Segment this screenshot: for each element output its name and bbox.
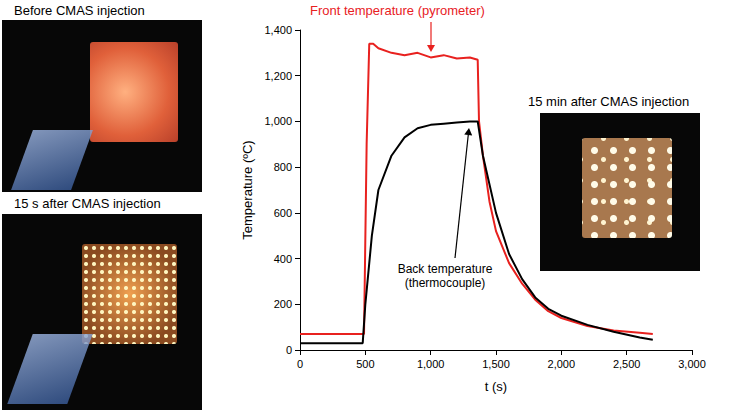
svg-text:1,200: 1,200 [264, 70, 292, 82]
svg-text:0: 0 [286, 344, 292, 356]
svg-text:Front temperature (pyrometer): Front temperature (pyrometer) [310, 3, 485, 18]
svg-text:600: 600 [274, 207, 292, 219]
svg-text:2,000: 2,000 [548, 358, 576, 370]
svg-text:t (s): t (s) [485, 379, 507, 394]
svg-text:1,000: 1,000 [417, 358, 445, 370]
svg-text:1,000: 1,000 [264, 115, 292, 127]
svg-text:(thermocouple): (thermocouple) [405, 276, 486, 290]
svg-text:2,500: 2,500 [613, 358, 641, 370]
svg-text:200: 200 [274, 298, 292, 310]
svg-text:1,400: 1,400 [264, 24, 292, 36]
svg-text:0: 0 [297, 358, 303, 370]
html-text:Before CMAS injection: Before CMAS injection [14, 3, 145, 18]
svg-text:Back temperature: Back temperature [398, 262, 493, 276]
svg-text:500: 500 [356, 358, 374, 370]
svg-text:Temperature (ºC): Temperature (ºC) [240, 140, 255, 239]
svg-text:800: 800 [274, 161, 292, 173]
html-text:15 s after CMAS injection: 15 s after CMAS injection [14, 196, 161, 211]
svg-text:3,000: 3,000 [678, 358, 706, 370]
svg-text:1,500: 1,500 [482, 358, 510, 370]
html-text:15 min after CMAS injection: 15 min after CMAS injection [528, 94, 690, 109]
svg-text:400: 400 [274, 253, 292, 265]
